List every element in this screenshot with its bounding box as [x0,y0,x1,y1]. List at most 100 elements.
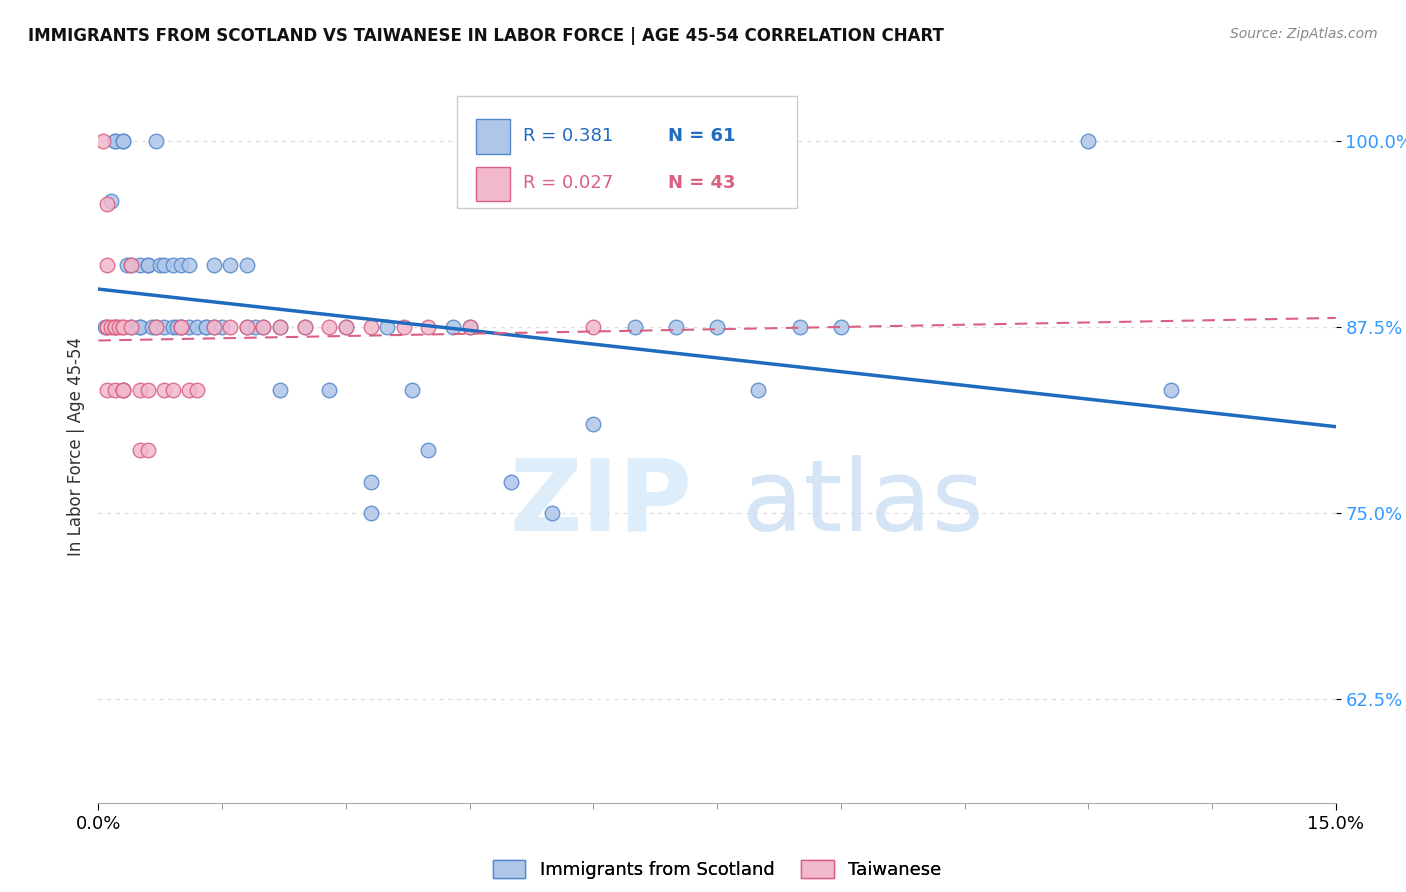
Point [1160,383,1182,397]
Legend: Immigrants from Scotland, Taiwanese: Immigrants from Scotland, Taiwanese [485,853,949,887]
Text: N = 43: N = 43 [668,174,735,193]
Point [458,320,481,334]
Point [145,320,167,334]
Point [128,443,150,458]
Point [104,134,127,148]
Point [96,320,118,334]
Text: IMMIGRANTS FROM SCOTLAND VS TAIWANESE IN LABOR FORCE | AGE 45-54 CORRELATION CHA: IMMIGRANTS FROM SCOTLAND VS TAIWANESE IN… [28,27,943,45]
Point [112,383,135,397]
Point [211,320,233,334]
Point [153,320,176,334]
Point [252,320,274,334]
Point [170,320,193,334]
Point [202,258,225,272]
Point [294,320,316,334]
Point [104,320,127,334]
Point [153,258,176,272]
Text: R = 0.027: R = 0.027 [523,174,613,193]
Point [541,506,564,520]
Point [145,134,167,148]
Point [194,320,217,334]
Point [1077,134,1099,148]
Point [747,383,769,397]
Point [166,320,188,334]
Point [112,320,135,334]
Point [294,320,316,334]
Point [252,320,274,334]
Point [96,196,118,211]
Point [112,320,135,334]
Point [179,383,201,397]
Point [128,320,150,334]
Y-axis label: In Labor Force | Age 45-54: In Labor Force | Age 45-54 [66,336,84,556]
Point [360,475,382,489]
Point [128,383,150,397]
Text: atlas: atlas [742,455,983,551]
Point [91,134,114,148]
Point [318,320,340,334]
Point [96,320,118,334]
Point [108,320,131,334]
Point [94,320,117,334]
Point [162,383,184,397]
Point [202,320,225,334]
Point [335,320,357,334]
Point [582,417,605,431]
Point [441,320,464,334]
Point [100,194,122,208]
Point [499,475,522,489]
Point [104,320,127,334]
Point [136,258,159,272]
Point [236,320,259,334]
Point [179,320,201,334]
Point [112,383,135,397]
Point [335,320,357,334]
Point [153,383,176,397]
Point [392,320,415,334]
Point [269,383,291,397]
Point [104,320,127,334]
Point [170,320,193,334]
Point [418,443,440,458]
Point [162,258,184,272]
Point [219,258,242,272]
Point [194,320,217,334]
Point [318,383,340,397]
Point [582,320,605,334]
Point [623,320,645,334]
Point [120,320,142,334]
Point [149,258,172,272]
Point [120,258,142,272]
Point [186,383,208,397]
Point [145,320,167,334]
Point [112,134,135,148]
Point [202,320,225,334]
Point [141,320,163,334]
Text: ZIP: ZIP [509,455,692,551]
Point [830,320,852,334]
Point [665,320,688,334]
Point [375,320,398,334]
Text: N = 61: N = 61 [668,127,735,145]
Point [401,383,423,397]
Point [120,258,142,272]
Point [117,258,139,272]
Point [104,383,127,397]
Point [269,320,291,334]
Point [789,320,811,334]
Point [136,443,159,458]
Text: Source: ZipAtlas.com: Source: ZipAtlas.com [1230,27,1378,41]
Point [186,320,208,334]
Point [128,320,150,334]
Point [136,383,159,397]
FancyBboxPatch shape [475,120,510,153]
FancyBboxPatch shape [475,167,510,201]
Point [360,506,382,520]
Point [418,320,440,334]
Point [179,258,201,272]
Point [96,383,118,397]
Point [128,258,150,272]
Point [236,258,259,272]
Point [100,320,122,334]
Point [170,320,193,334]
